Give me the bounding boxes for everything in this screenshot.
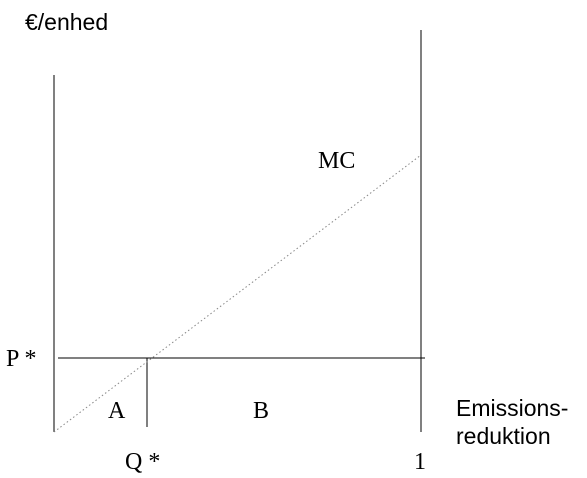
x-axis-label-line1: Emissions- (456, 395, 568, 421)
end-label: 1 (414, 449, 426, 475)
mc-curve (53, 154, 422, 433)
y-axis-label: €/enhed (25, 9, 108, 35)
price-label: P * (6, 346, 36, 372)
x-axis-label-line2: reduktion (456, 423, 551, 449)
area-a-label: A (108, 398, 126, 424)
area-b-label: B (253, 398, 269, 424)
curve-label: MC (318, 148, 355, 174)
quantity-label: Q * (125, 449, 160, 475)
